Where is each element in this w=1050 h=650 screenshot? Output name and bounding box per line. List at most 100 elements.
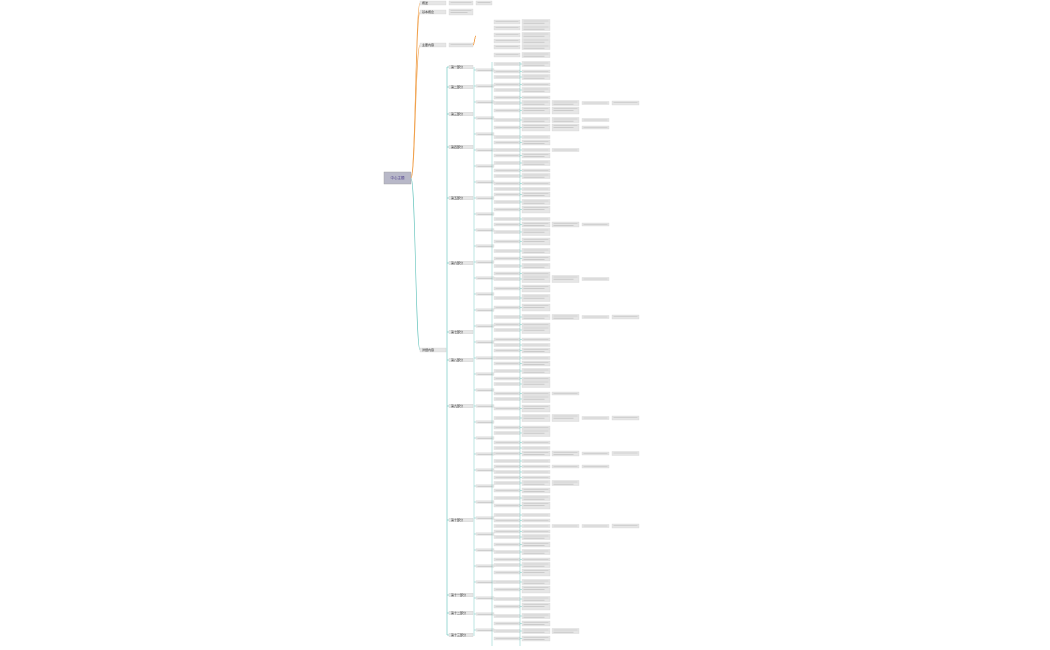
branch-node: [419, 347, 447, 353]
branch-node: [419, 42, 447, 48]
leaf-node: [551, 221, 580, 228]
leaf-node: [551, 314, 580, 320]
leaf-node: [521, 117, 551, 123]
leaf-node: [611, 100, 640, 106]
leaf-node: [521, 596, 551, 602]
leaf-node: [493, 19, 521, 25]
leaf-node: [521, 160, 551, 166]
leaf-node: [521, 549, 551, 555]
branch-node: [419, 0, 447, 6]
section-node: [448, 633, 474, 637]
leaf-node: [521, 61, 551, 67]
leaf-node: [493, 38, 521, 44]
leaf-node: [521, 19, 551, 25]
leaf-node: [551, 117, 580, 123]
leaf-node: [521, 263, 551, 269]
section-node-label: 第四部分: [451, 144, 463, 149]
leaf-node: [521, 38, 551, 44]
leaf-node: [521, 450, 551, 457]
section-node-label: 第七部分: [451, 329, 463, 334]
leaf-node: [521, 495, 551, 501]
section-node: [448, 404, 474, 408]
leaf-node: [521, 44, 551, 50]
branch-node-label: 详细内容: [422, 347, 434, 352]
leaf-node: [521, 221, 551, 228]
leaf-node: [521, 562, 551, 568]
section-node: [448, 593, 474, 597]
leaf-node: [448, 0, 474, 6]
leaf-node: [521, 152, 551, 159]
section-node-label: 第十部分: [451, 517, 463, 522]
leaf-node: [551, 628, 580, 634]
section-node: [448, 65, 474, 69]
section-node: [448, 85, 474, 89]
leaf-node: [521, 579, 551, 585]
section-node-label: 第五部分: [451, 195, 463, 200]
leaf-node: [551, 480, 580, 486]
leaf-node: [521, 314, 551, 320]
leaf-node: [521, 620, 551, 627]
leaf-node: [611, 451, 640, 456]
section-node: [448, 330, 474, 334]
section-node-label: 第十一部分: [451, 592, 466, 597]
leaf-node: [611, 523, 640, 529]
leaf-node: [493, 32, 521, 38]
leaf-node: [475, 0, 493, 6]
leaf-node: [611, 314, 640, 320]
section-node: [448, 261, 474, 265]
leaf-node: [448, 8, 474, 16]
section-node: [448, 196, 474, 200]
leaf-node: [521, 360, 551, 367]
leaf-node: [493, 52, 521, 58]
leaf-node: [521, 139, 551, 146]
section-node: [448, 518, 474, 522]
root-label: 中心主题: [391, 175, 405, 180]
leaf-node: [611, 415, 640, 421]
branch-node-label: 基本概念: [422, 9, 434, 14]
leaf-node: [521, 173, 551, 179]
leaf-node: [521, 32, 551, 38]
section-node-label: 第八部分: [451, 357, 463, 362]
section-node-label: 第六部分: [451, 260, 463, 265]
branch-node-label: 主要内容: [422, 42, 434, 47]
connector: [410, 44, 421, 179]
leaf-node: [521, 74, 551, 80]
section-node-label: 第十三部分: [451, 632, 466, 637]
section-node-label: 第二部分: [451, 84, 463, 89]
section-node-label: 第九部分: [451, 403, 463, 408]
leaf-node: [551, 450, 580, 457]
leaf-node: [521, 628, 551, 634]
section-node: [448, 145, 474, 149]
section-node: [448, 112, 474, 116]
section-node-label: 第一部分: [451, 64, 463, 69]
leaf-node: [521, 199, 551, 205]
leaf-node: [521, 480, 551, 486]
section-node: [448, 358, 474, 362]
leaf-node: [493, 44, 521, 50]
leaf-node: [521, 613, 551, 619]
leaf-node: [521, 635, 551, 642]
leaf-node: [521, 541, 551, 548]
leaf-node: [521, 100, 551, 106]
leaf-node: [521, 347, 551, 354]
leaf-node: [448, 42, 474, 48]
leaf-node: [521, 248, 551, 254]
connector: [472, 35, 477, 46]
leaf-node: [551, 100, 580, 106]
leaf-node: [521, 255, 551, 262]
leaf-node: [521, 87, 551, 93]
connector: [410, 11, 421, 179]
leaf-node: [521, 191, 551, 198]
leaf-node: [521, 534, 551, 540]
leaf-node: [521, 25, 551, 31]
leaf-node: [521, 52, 551, 58]
section-node: [448, 611, 474, 615]
leaf-node: [521, 368, 551, 374]
leaf-node: [493, 25, 521, 31]
leaf-node: [521, 487, 551, 494]
branch-node-label: 概述: [422, 0, 428, 5]
section-node-label: 第三部分: [451, 111, 463, 116]
branch-node: [419, 9, 447, 15]
connector: [410, 177, 421, 351]
